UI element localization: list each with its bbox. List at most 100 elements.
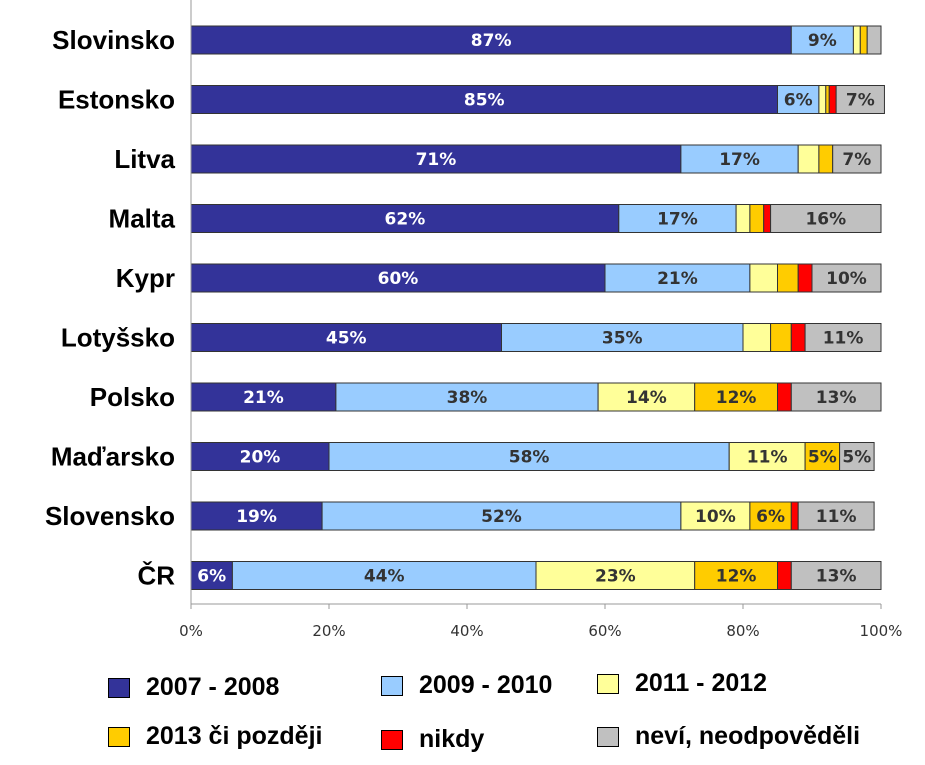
- data-label: 10%: [826, 269, 867, 289]
- bar-segment: [190, 442, 330, 471]
- data-label: 7%: [842, 150, 871, 170]
- bar-segment: [825, 85, 830, 114]
- category-label: Slovinsko: [52, 25, 175, 55]
- bar-segment: [832, 144, 882, 174]
- bar-segment: [790, 25, 854, 55]
- bar-segment: [597, 382, 696, 412]
- data-label: 19%: [236, 507, 277, 527]
- category-label: Malta: [109, 204, 176, 234]
- category-label: Polsko: [90, 382, 175, 412]
- bar-segment: [866, 25, 882, 55]
- data-label: 60%: [378, 269, 419, 289]
- data-label: 21%: [657, 269, 698, 289]
- bar-segment: [535, 561, 696, 590]
- category-label: Litva: [114, 144, 175, 174]
- bar-segment: [797, 144, 820, 174]
- bar-segment: [321, 501, 682, 531]
- x-tick-label: 100%: [860, 622, 903, 640]
- data-label: 17%: [719, 150, 760, 170]
- bar-segment: [190, 85, 778, 114]
- data-label: 9%: [808, 31, 837, 51]
- category-label: Slovensko: [45, 501, 175, 531]
- bar-segment: [839, 442, 875, 471]
- data-label: 12%: [716, 388, 757, 408]
- bar-segment: [618, 204, 737, 233]
- data-label: 11%: [816, 507, 857, 527]
- data-label: 62%: [385, 210, 426, 230]
- data-label: 7%: [846, 91, 875, 111]
- bar-segment: [190, 501, 323, 531]
- data-label: 87%: [471, 31, 512, 51]
- data-label: 44%: [364, 567, 405, 587]
- data-label: 85%: [464, 91, 505, 111]
- bar-segment: [749, 501, 792, 531]
- bar-segment: [728, 442, 806, 471]
- bar-segment: [777, 263, 799, 293]
- data-label: 6%: [197, 567, 226, 587]
- data-label: 5%: [808, 448, 837, 468]
- bar-segment: [735, 204, 751, 233]
- data-label: 14%: [626, 388, 667, 408]
- bar-segment: [749, 263, 779, 293]
- bar-segment: [694, 561, 779, 590]
- data-label: 52%: [481, 507, 522, 527]
- bar-segment: [501, 323, 744, 352]
- bar-segment: [797, 263, 813, 293]
- x-tick-label: 0%: [179, 622, 203, 640]
- bar-segment: [818, 85, 827, 114]
- bar-segment: [859, 25, 868, 55]
- x-tick-label: 60%: [588, 622, 621, 640]
- x-tick-label: 80%: [726, 622, 759, 640]
- bar-segment: [811, 263, 882, 293]
- category-label: Lotyšsko: [61, 323, 175, 353]
- bar-segment: [790, 501, 799, 531]
- bar-segment: [770, 204, 882, 233]
- data-label: 10%: [695, 507, 736, 527]
- data-label: 12%: [716, 567, 757, 587]
- data-label: 21%: [243, 388, 284, 408]
- data-label: 58%: [509, 448, 550, 468]
- data-label: 71%: [416, 150, 457, 170]
- category-label: Kypr: [116, 263, 175, 293]
- bar-segment: [790, 382, 882, 412]
- bar-segment: [694, 382, 779, 412]
- bar-segment: [852, 25, 861, 55]
- data-label: 11%: [823, 329, 864, 349]
- bar-segment: [835, 85, 885, 114]
- bar-segment: [190, 25, 792, 55]
- bar-segment: [818, 144, 834, 174]
- bar-segment: [680, 144, 799, 174]
- data-label: 6%: [756, 507, 785, 527]
- bar-segment: [828, 85, 837, 114]
- category-label: ČR: [137, 561, 175, 591]
- category-label: Estonsko: [58, 85, 175, 115]
- data-label: 17%: [657, 210, 698, 230]
- x-axis: 0% 20% 40% 60% 80% 100%: [179, 0, 902, 640]
- bar-segment: [770, 323, 792, 352]
- x-tick-label: 20%: [312, 622, 345, 640]
- bar-segment: [777, 382, 792, 412]
- bars-group: 87% 9% 85% 6% 7% 71% 17% 7% 62% 17% 16% 60% 21% 10% 45…: [190, 25, 885, 590]
- data-label: 38%: [447, 388, 488, 408]
- bar-segment: [231, 561, 537, 590]
- category-label: Maďarsko: [51, 442, 175, 472]
- bar-segment: [804, 323, 882, 352]
- data-label: 45%: [326, 329, 367, 349]
- data-label: 20%: [240, 448, 281, 468]
- data-label: 13%: [816, 567, 857, 587]
- bar-segment: [335, 382, 599, 412]
- bar-segment: [190, 263, 606, 293]
- category-labels: Slovinsko Estonsko Litva Malta Kypr Lotyšsko P…: [45, 25, 176, 591]
- bar-segment: [604, 263, 751, 293]
- data-label: 35%: [602, 329, 643, 349]
- bar-segment: [797, 501, 875, 531]
- data-label: 23%: [595, 567, 636, 587]
- data-label: 16%: [805, 210, 846, 230]
- x-tick-label: 40%: [450, 622, 483, 640]
- data-label: 13%: [816, 388, 857, 408]
- bar-segment: [742, 323, 772, 352]
- data-label: 11%: [747, 448, 788, 468]
- bar-segment: [763, 204, 772, 233]
- bar-segment: [790, 561, 882, 590]
- data-label: 5%: [842, 448, 871, 468]
